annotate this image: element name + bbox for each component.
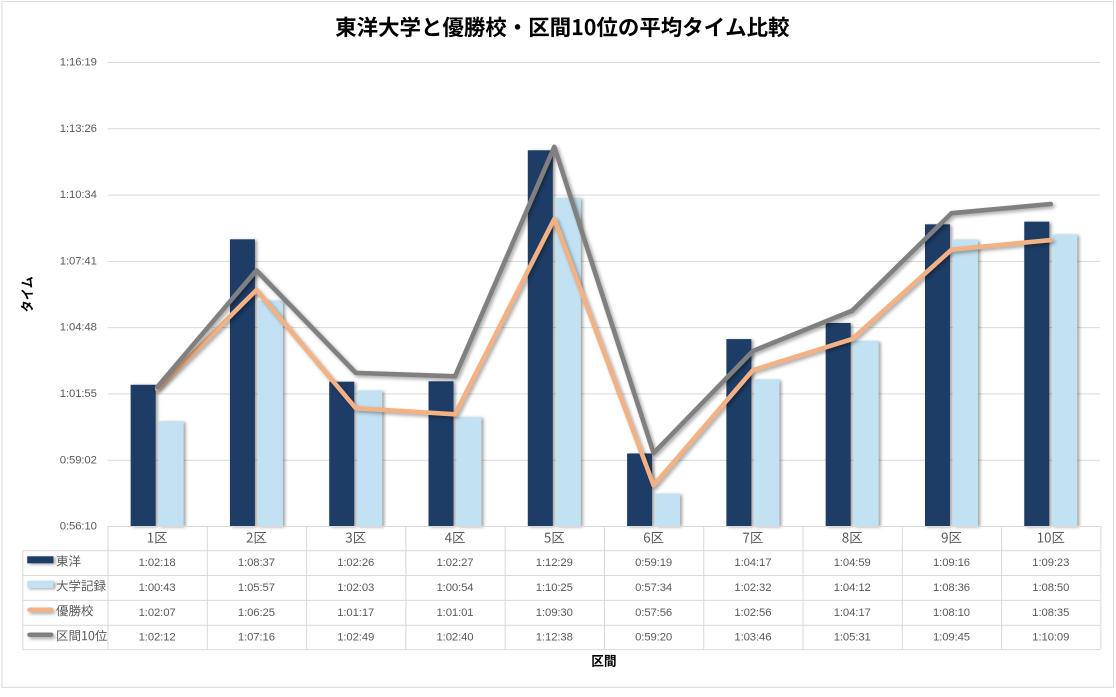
svg-text:1:06:25: 1:06:25 (238, 607, 275, 619)
svg-text:1:10:34: 1:10:34 (60, 189, 97, 201)
svg-text:1:13:26: 1:13:26 (60, 123, 97, 135)
svg-text:1:02:40: 1:02:40 (437, 631, 474, 643)
svg-text:0:57:56: 0:57:56 (635, 607, 672, 619)
svg-text:1:12:29: 1:12:29 (536, 557, 573, 569)
svg-text:1:12:38: 1:12:38 (536, 631, 573, 643)
svg-text:1:02:32: 1:02:32 (734, 582, 771, 594)
svg-text:1:16:19: 1:16:19 (60, 57, 97, 69)
svg-text:1:08:35: 1:08:35 (1032, 607, 1069, 619)
svg-text:1:02:27: 1:02:27 (437, 557, 474, 569)
svg-text:1:09:45: 1:09:45 (933, 631, 970, 643)
svg-text:1:00:54: 1:00:54 (437, 582, 474, 594)
svg-text:0:59:02: 0:59:02 (60, 454, 97, 466)
svg-text:1:09:23: 1:09:23 (1032, 557, 1069, 569)
svg-text:0:59:19: 0:59:19 (635, 557, 672, 569)
svg-text:1:02:49: 1:02:49 (337, 631, 374, 643)
svg-text:1:04:48: 1:04:48 (60, 322, 97, 334)
svg-text:0:56:10: 0:56:10 (60, 521, 97, 533)
svg-text:1:07:16: 1:07:16 (238, 631, 275, 643)
svg-text:1:02:03: 1:02:03 (337, 582, 374, 594)
svg-text:1:01:55: 1:01:55 (60, 388, 97, 400)
svg-text:1:02:12: 1:02:12 (139, 631, 176, 643)
svg-text:1:02:56: 1:02:56 (734, 607, 771, 619)
svg-text:1:09:30: 1:09:30 (536, 607, 573, 619)
svg-text:1:10:25: 1:10:25 (536, 582, 573, 594)
svg-text:1:05:31: 1:05:31 (834, 631, 871, 643)
svg-text:1:09:16: 1:09:16 (933, 557, 970, 569)
svg-text:1:08:37: 1:08:37 (238, 557, 275, 569)
svg-text:1:02:07: 1:02:07 (139, 607, 176, 619)
svg-text:1:10:09: 1:10:09 (1032, 631, 1069, 643)
svg-text:1:08:50: 1:08:50 (1032, 582, 1069, 594)
svg-text:1:08:10: 1:08:10 (933, 607, 970, 619)
svg-text:1:02:26: 1:02:26 (337, 557, 374, 569)
svg-text:0:57:34: 0:57:34 (635, 582, 672, 594)
svg-text:1:04:17: 1:04:17 (734, 557, 771, 569)
svg-text:1:04:59: 1:04:59 (834, 557, 871, 569)
svg-text:1:02:18: 1:02:18 (139, 557, 176, 569)
svg-text:1:05:57: 1:05:57 (238, 582, 275, 594)
svg-text:1:04:17: 1:04:17 (834, 607, 871, 619)
svg-text:1:07:41: 1:07:41 (60, 256, 97, 268)
svg-text:1:08:36: 1:08:36 (933, 582, 970, 594)
svg-text:1:03:46: 1:03:46 (734, 631, 771, 643)
svg-text:1:01:17: 1:01:17 (337, 607, 374, 619)
svg-text:0:59:20: 0:59:20 (635, 631, 672, 643)
svg-text:1:04:12: 1:04:12 (834, 582, 871, 594)
svg-text:1:00:43: 1:00:43 (139, 582, 176, 594)
svg-text:1:01:01: 1:01:01 (437, 607, 474, 619)
